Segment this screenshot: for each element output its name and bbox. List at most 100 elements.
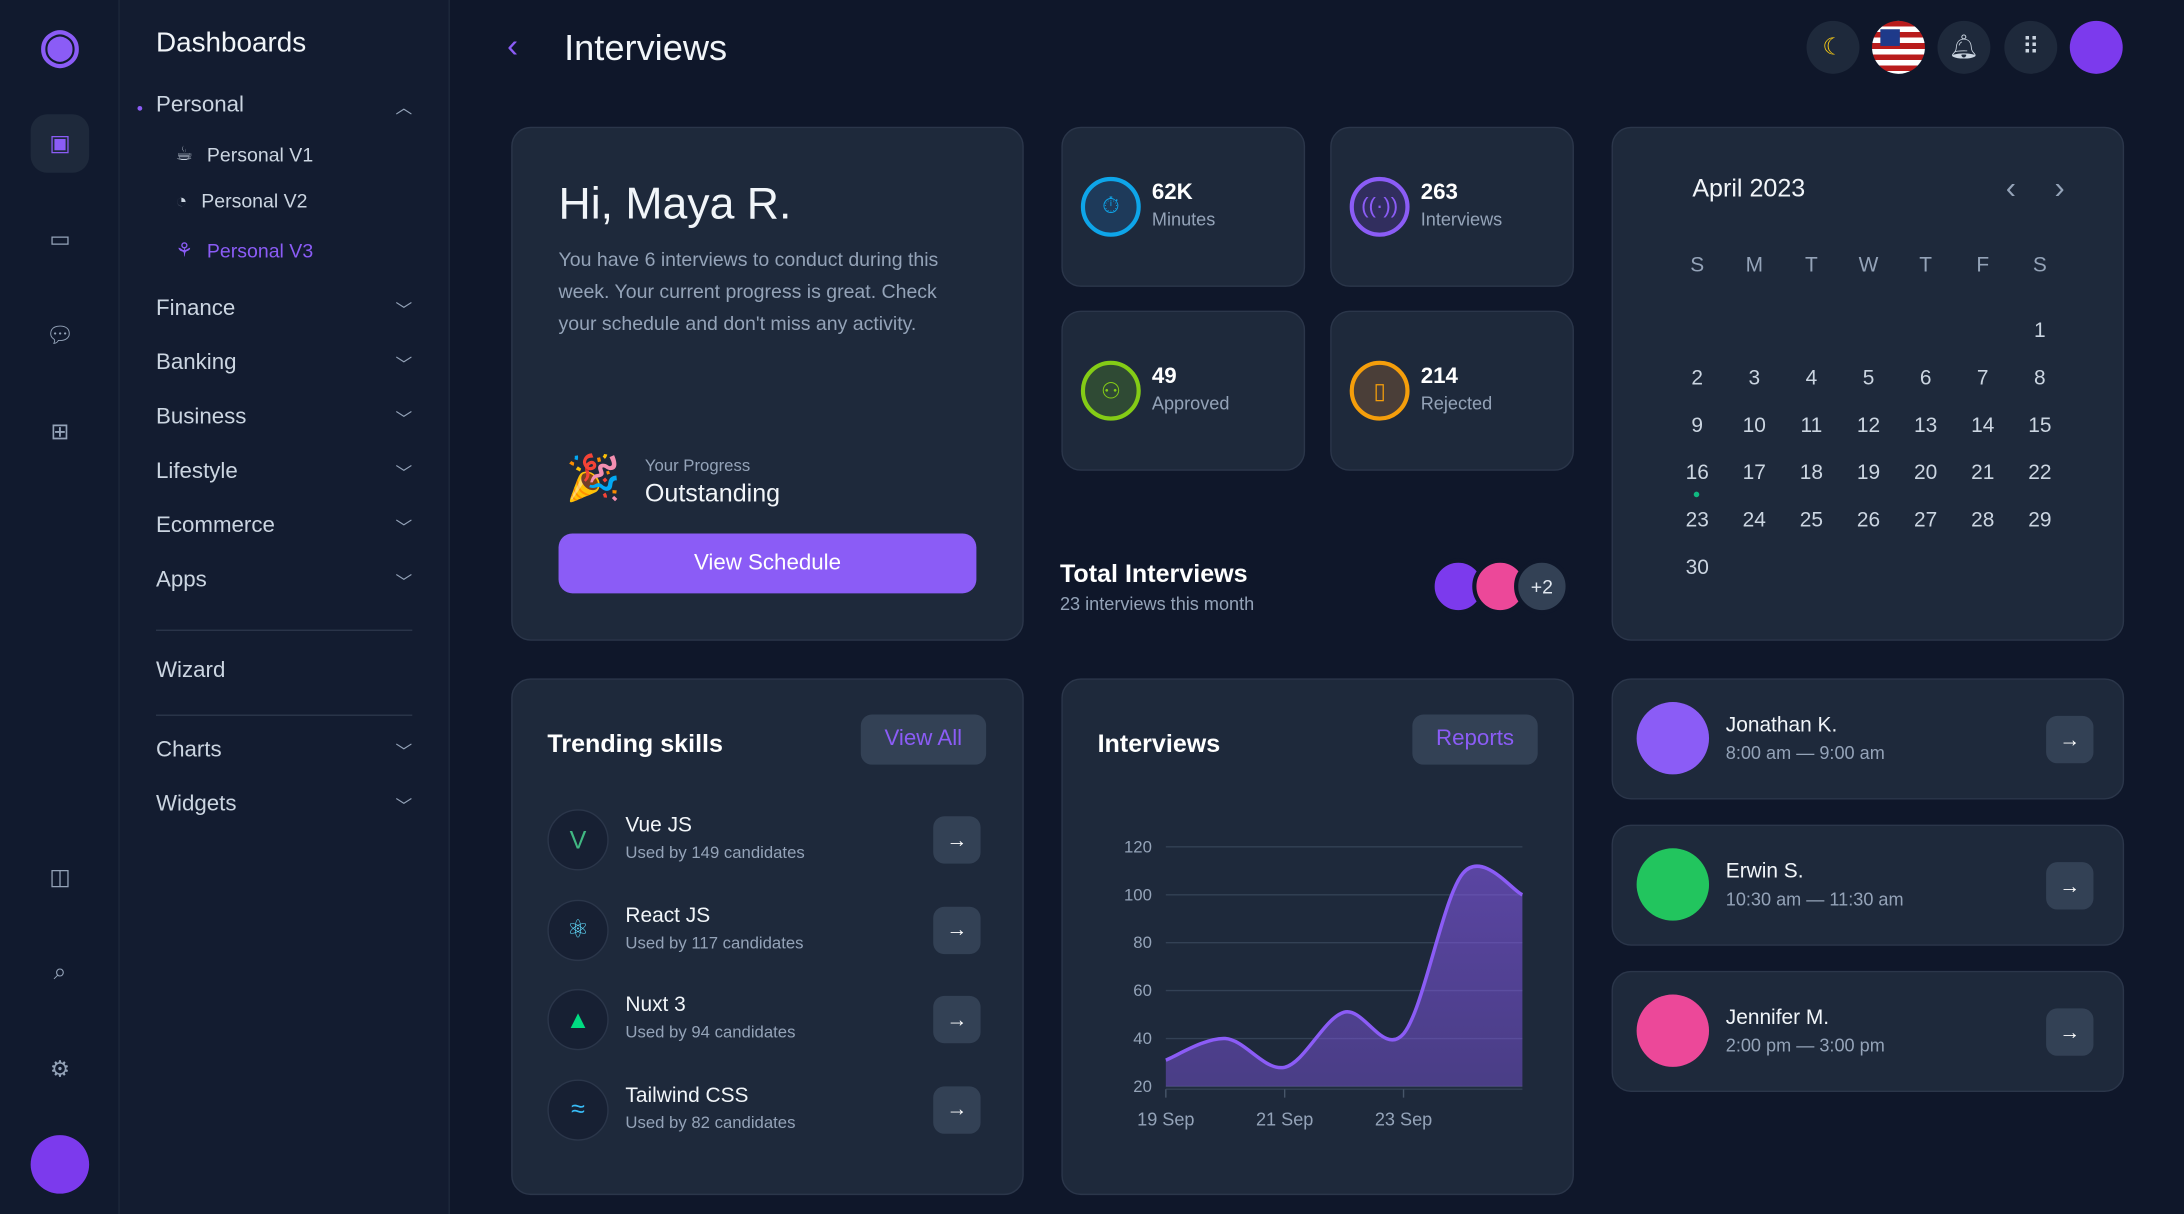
card-title: Trending skills — [547, 729, 723, 758]
calendar-day[interactable]: 16 — [1669, 461, 1726, 498]
label: Wizard — [156, 658, 226, 683]
moon-icon[interactable]: ☾ — [1806, 20, 1860, 74]
bell-icon[interactable]: 🔔︎ — [1937, 20, 1991, 74]
stat-label: Rejected — [1420, 392, 1493, 414]
more-avatars-badge[interactable]: +2 — [1514, 558, 1570, 615]
calendar-day[interactable]: 6 — [1919, 366, 1932, 391]
avatar[interactable] — [2069, 20, 2123, 74]
sidebar-item-apps[interactable]: Apps ﹀ — [156, 568, 412, 593]
avatar — [1636, 848, 1710, 921]
stat-value: 263 — [1420, 181, 1458, 205]
series-line — [1165, 864, 1524, 1070]
arrow-right-button[interactable]: → — [2046, 1008, 2094, 1056]
calendar-day[interactable]: 27 — [1914, 508, 1938, 533]
calendar-day[interactable]: 2 — [1691, 366, 1704, 391]
columns-icon[interactable]: ◫ — [49, 866, 71, 891]
chevron-down-icon: ﹀ — [395, 796, 413, 816]
calendar-day[interactable]: 29 — [2028, 508, 2052, 533]
calendar-day[interactable]: 23 — [1685, 508, 1709, 533]
divider — [156, 629, 413, 631]
search-icon[interactable]: ⌕ — [53, 961, 67, 985]
arrow-right-button[interactable]: → — [2046, 862, 2094, 910]
welcome-card: Hi, Maya R. You have 6 interviews to con… — [511, 126, 1024, 641]
calendar-day[interactable]: 30 — [1685, 555, 1709, 580]
card-title: Interviews — [1097, 729, 1221, 758]
calendar-day[interactable]: 26 — [1856, 508, 1881, 533]
sidebar-item-personal-v3[interactable]: ⚘ Personal V3 — [176, 238, 314, 262]
calendar-day[interactable]: 1 — [2034, 318, 2046, 343]
calendar-day[interactable]: 7 — [1976, 366, 1989, 391]
area-fill — [1165, 866, 1523, 1087]
progress-value: Outstanding — [644, 479, 781, 508]
calendar-day[interactable]: 13 — [1914, 413, 1938, 438]
sidebar-item-wizard[interactable]: Wizard — [156, 659, 412, 684]
skill-usage: Used by 82 candidates — [625, 1112, 796, 1132]
back-button[interactable]: ‹ — [507, 27, 519, 66]
reports-button[interactable]: Reports — [1412, 714, 1538, 765]
calendar-day[interactable]: 21 — [1971, 461, 1995, 485]
gear-icon[interactable]: ⚙ — [49, 1058, 70, 1083]
avatar — [1636, 994, 1710, 1067]
us-flag-icon[interactable] — [1872, 20, 1925, 74]
calendar-day[interactable]: 18 — [1799, 461, 1824, 485]
label: Lifestyle — [156, 459, 238, 484]
calendar-day[interactable]: 5 — [1862, 366, 1875, 391]
next-month-button[interactable]: › — [2054, 169, 2065, 205]
arrow-right-button[interactable]: → — [933, 1085, 981, 1134]
calendar-card: April 2023 ‹ › S M T W T F S 1 2 3 4 5 6 7 8 9 10 11 12 13 1… — [1611, 126, 2125, 641]
avatar[interactable] — [30, 1135, 90, 1194]
sidebar-item-widgets[interactable]: Widgets ﹀ — [156, 793, 412, 818]
calendar-day[interactable]: 11 — [1800, 413, 1823, 438]
calendar-day[interactable]: 19 — [1856, 461, 1881, 485]
calendar-day[interactable]: 9 — [1691, 413, 1704, 438]
sidebar-item-personal-v2[interactable]: ◔ Personal V2 — [176, 189, 308, 211]
calendar-day[interactable]: 3 — [1748, 366, 1761, 391]
view-all-button[interactable]: View All — [860, 714, 986, 765]
chat-icon[interactable]: 💬︎ — [45, 324, 75, 349]
calendar-day[interactable]: 12 — [1856, 413, 1881, 438]
calendar-day[interactable]: 10 — [1742, 413, 1766, 438]
x-tick-label: 19 Sep — [1137, 1109, 1194, 1129]
grid-icon[interactable]: ⊞ — [50, 420, 70, 445]
arrow-right-button[interactable]: → — [933, 906, 981, 954]
window-icon[interactable]: ▭ — [49, 228, 71, 253]
calendar-day[interactable]: 28 — [1971, 508, 1995, 533]
arrow-right-button[interactable]: → — [933, 816, 981, 864]
sidebar-item-personal-v1[interactable]: ☕︎ Personal V1 — [176, 142, 314, 166]
calendar-day[interactable]: 17 — [1742, 461, 1766, 485]
logo-icon[interactable]: ◉ — [39, 19, 81, 73]
sidebar: Dashboards ● Personal ︿ ☕︎ Personal V1 ◔ Per… — [119, 0, 450, 1214]
apps-icon[interactable]: ⠿ — [2004, 20, 2058, 74]
calendar-day[interactable]: 8 — [2034, 366, 2046, 391]
calendar-day[interactable]: 22 — [2028, 461, 2052, 485]
calendar-day[interactable]: 20 — [1914, 461, 1938, 485]
label: Charts — [156, 738, 222, 762]
arrow-right-button[interactable]: → — [933, 995, 981, 1044]
interview-time: 10:30 am — 11:30 am — [1725, 888, 1904, 910]
sidebar-item-personal[interactable]: ● Personal ︿ — [136, 93, 413, 118]
calendar-day[interactable]: 4 — [1805, 366, 1818, 391]
calendar-grid: S M T W T F S 1 2 3 4 5 6 7 8 9 10 11 12 13 14 15 16 17 18 19 20 21… — [1669, 254, 2069, 586]
calendar-day[interactable]: 14 — [1971, 413, 1995, 438]
sidebar-item-ecommerce[interactable]: Ecommerce ﹀ — [156, 514, 412, 539]
skill-usage: Used by 117 candidates — [625, 932, 804, 953]
sidebar-item-charts[interactable]: Charts ﹀ — [156, 738, 412, 763]
sidebar-item-banking[interactable]: Banking ﹀ — [156, 351, 412, 376]
sidebar-item-lifestyle[interactable]: Lifestyle ﹀ — [156, 460, 412, 485]
stat-label: Interviews — [1420, 208, 1503, 230]
prev-month-button[interactable]: ‹ — [2005, 169, 2016, 205]
weekday-label: T — [1919, 253, 1933, 278]
arrow-right-button[interactable]: → — [2046, 715, 2094, 764]
calendar-day[interactable]: 25 — [1799, 508, 1824, 533]
nuxt-icon: ▲ — [547, 988, 609, 1051]
chevron-down-icon: ﹀ — [395, 463, 413, 483]
sidebar-item-finance[interactable]: Finance ﹀ — [156, 297, 412, 322]
sidebar-item-business[interactable]: Business ﹀ — [156, 405, 412, 430]
greeting: Hi, Maya R. — [558, 178, 792, 229]
sidebar-layout-icon[interactable]: ▣ — [30, 114, 90, 173]
label: Personal — [156, 93, 244, 118]
calendar-day[interactable]: 24 — [1742, 508, 1766, 533]
person-name: Jennifer M. — [1725, 1005, 1830, 1030]
view-schedule-button[interactable]: View Schedule — [558, 533, 977, 594]
calendar-day[interactable]: 15 — [2028, 413, 2052, 438]
